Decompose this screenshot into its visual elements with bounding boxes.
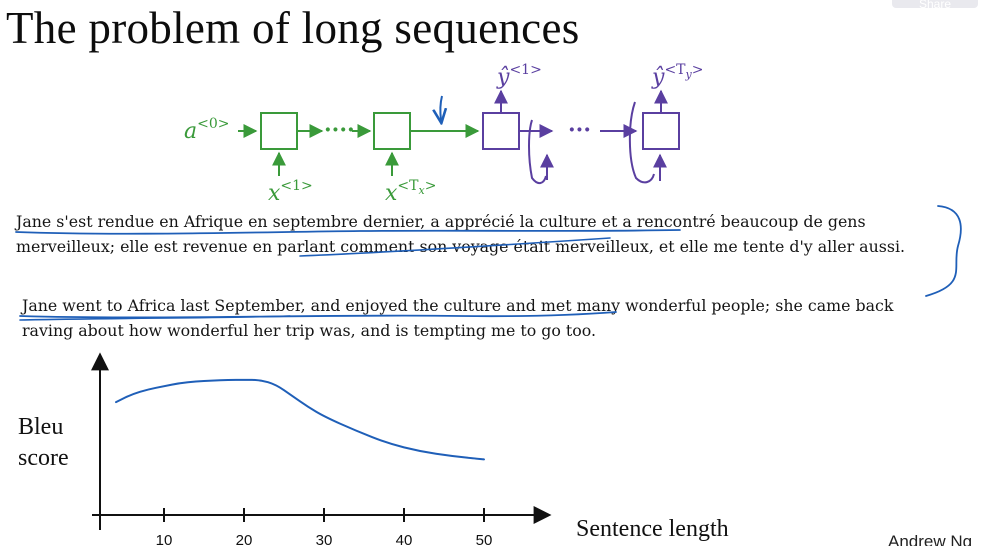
decoder-cell-2: [642, 112, 680, 150]
y1-label: ŷ<1>: [496, 62, 542, 90]
share-badge[interactable]: Share: [892, 0, 978, 8]
yTy-base: ŷ: [651, 65, 665, 90]
encoder-cell-1: [260, 112, 298, 150]
encoder-decoder-diagram: a<0> ···· x<1> x<Tx> ŷ<1> ···: [184, 62, 703, 206]
yTy-subsup: y: [685, 68, 693, 81]
x1-base: x: [268, 181, 281, 206]
decoder-feedback-1: [528, 119, 547, 184]
english-sentence: Jane went to Africa last September, and …: [22, 296, 894, 340]
share-label: Share: [918, 0, 952, 8]
y-axis-label: Bleu score: [18, 412, 69, 474]
xTx-subsup: x: [419, 184, 426, 197]
encoder-cell-2: [373, 112, 411, 150]
x-tick-label-40: 40: [396, 532, 413, 546]
x-tick-label-10: 10: [156, 532, 173, 546]
y-axis-label-line1: Bleu: [18, 414, 64, 440]
footer-author: Andrew Ng: [888, 532, 973, 546]
encoder-ellipsis: ····: [324, 117, 355, 143]
x-axis-label: Sentence length: [576, 516, 729, 542]
xTx-label: x<Tx>: [385, 178, 436, 206]
yTy-sup: <T: [664, 62, 686, 78]
french-sentence: Jane s'est rendue en Afrique en septembr…: [16, 212, 906, 256]
bleu-series-line: [115, 378, 485, 461]
slide-title: The problem of long sequences: [6, 3, 580, 53]
x1-sup: <1>: [280, 178, 312, 194]
a0-label: a<0>: [184, 116, 230, 144]
y1-sup: <1>: [509, 62, 541, 78]
x-tick-label-30: 30: [316, 532, 333, 546]
xTx-sup-close: >: [425, 178, 437, 194]
decoder-ellipsis: ···: [568, 117, 591, 143]
xTx-sup: <T: [397, 178, 419, 194]
x-axis-ticks: 10 20 30 40 50: [156, 508, 493, 546]
x1-label: x<1>: [268, 178, 313, 206]
handdrawn-down-arrow: [440, 95, 442, 120]
y-axis-label-line2: score: [18, 445, 69, 471]
x-tick-label-50: 50: [476, 532, 493, 546]
yTy-label: ŷ<Ty>: [651, 62, 703, 90]
y1-base: ŷ: [496, 65, 510, 90]
a0-sup: <0>: [197, 116, 229, 132]
xTx-base: x: [385, 181, 398, 206]
yTy-sup-close: >: [692, 62, 704, 78]
decoder-cell-1: [482, 112, 520, 150]
decoder-feedback-2: [628, 101, 655, 184]
a0-base: a: [184, 119, 197, 144]
x-tick-label-20: 20: [236, 532, 253, 546]
